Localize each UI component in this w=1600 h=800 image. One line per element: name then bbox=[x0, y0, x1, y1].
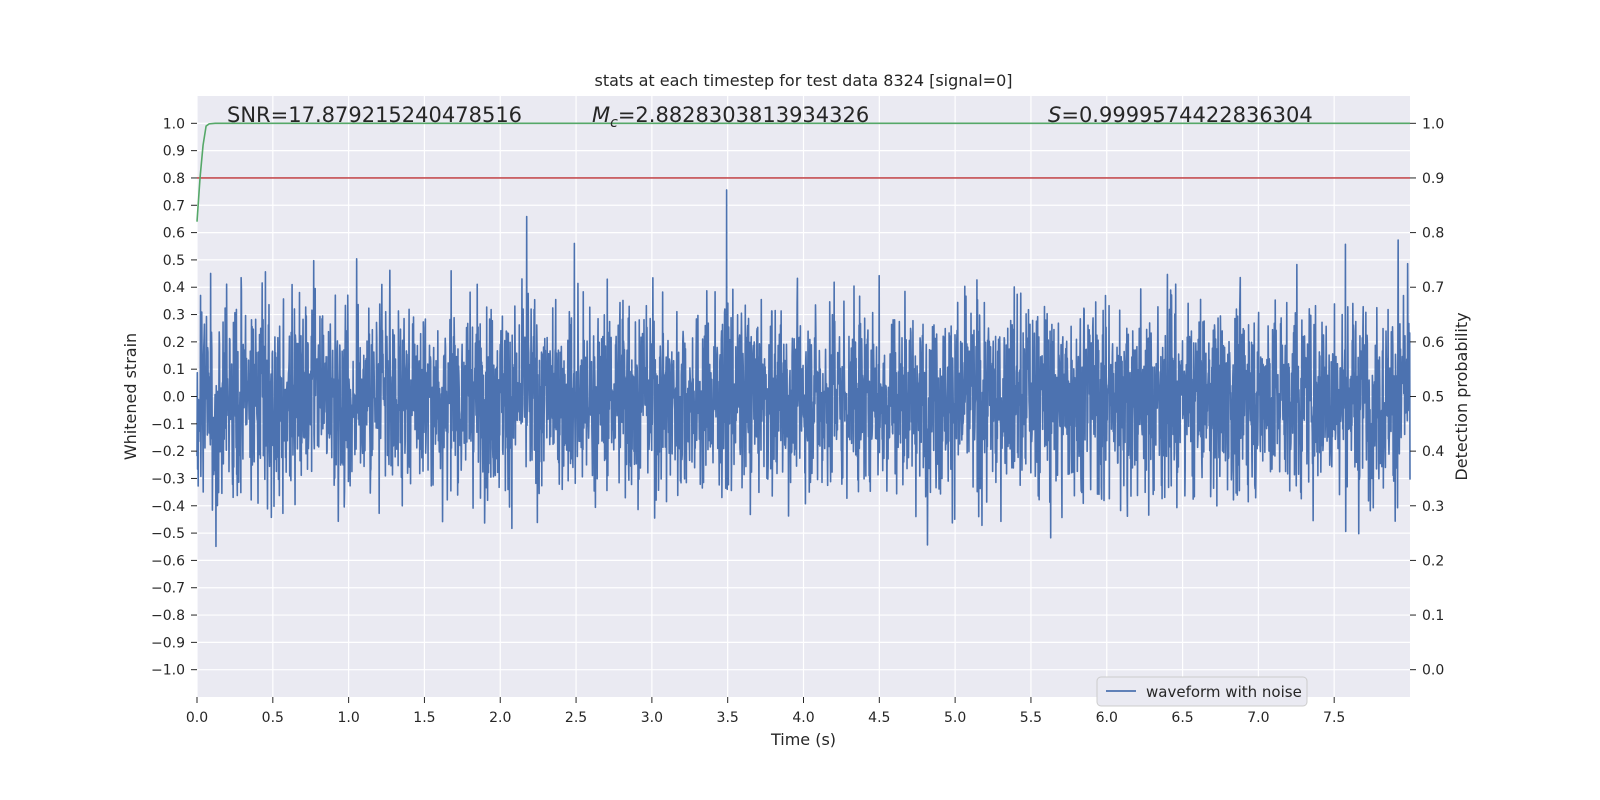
x-tick-label: 4.5 bbox=[868, 710, 890, 726]
x-tick-label: 2.5 bbox=[565, 710, 587, 726]
left-tick-label: 0.7 bbox=[163, 198, 185, 214]
right-tick-label: 1.0 bbox=[1422, 116, 1444, 132]
right-tick-label: 0.5 bbox=[1422, 390, 1444, 406]
legend-label-waveform: waveform with noise bbox=[1146, 683, 1302, 701]
x-tick-label: 1.5 bbox=[413, 710, 435, 726]
right-tick-label: 0.9 bbox=[1422, 171, 1444, 187]
left-tick-label: 1.0 bbox=[163, 116, 185, 132]
s-statistic-annotation: S=0.9999574422836304 bbox=[1048, 103, 1313, 127]
left-tick-label: 0.5 bbox=[163, 253, 185, 269]
left-tick-label: 0.8 bbox=[163, 171, 185, 187]
mc-value: =2.8828303813934326 bbox=[618, 103, 869, 127]
x-tick-label: 7.5 bbox=[1323, 710, 1345, 726]
left-tick-label: −0.5 bbox=[151, 526, 185, 542]
legend: waveform with noise bbox=[1096, 676, 1308, 707]
x-tick-label: 2.0 bbox=[489, 710, 511, 726]
snr-annotation: SNR=17.879215240478516 bbox=[227, 103, 522, 127]
left-tick-label: −0.1 bbox=[151, 417, 185, 433]
waveform-with-noise-line bbox=[196, 189, 1411, 548]
left-tick-label: −1.0 bbox=[151, 663, 185, 679]
series-detection-probability bbox=[196, 122, 1410, 222]
left-tick-label: 0.3 bbox=[163, 308, 185, 324]
left-tick-label: −0.6 bbox=[151, 553, 185, 569]
left-axis-ticks: 1.0 0.9 0.8 0.7 0.6 0.5 0.4 0.3 0.2 0.1 0.0 −0.1 −0.… bbox=[151, 116, 197, 679]
x-tick-label: 5.0 bbox=[944, 710, 966, 726]
right-tick-label: 0.1 bbox=[1422, 608, 1444, 624]
right-tick-label: 0.0 bbox=[1422, 663, 1444, 679]
y-axis-label: Whitened strain bbox=[121, 333, 140, 460]
left-tick-label: 0.2 bbox=[163, 335, 185, 351]
right-tick-label: 0.8 bbox=[1422, 226, 1444, 242]
x-tick-label: 7.0 bbox=[1247, 710, 1269, 726]
right-tick-label: 0.7 bbox=[1422, 280, 1444, 296]
right-tick-label: 0.3 bbox=[1422, 499, 1444, 515]
x-axis-ticks: 0.0 0.5 1.0 1.5 2.0 2.5 3.0 3.5 4.0 4.5 5.0 5.5 6.0 6… bbox=[186, 697, 1345, 726]
legend-box bbox=[1096, 676, 1308, 707]
left-tick-label: −0.4 bbox=[151, 499, 185, 515]
x-tick-label: 1.0 bbox=[337, 710, 359, 726]
left-tick-label: 0.0 bbox=[163, 390, 185, 406]
left-tick-label: 0.1 bbox=[163, 362, 185, 378]
x-tick-label: 6.5 bbox=[1171, 710, 1193, 726]
x-tick-label: 0.0 bbox=[186, 710, 208, 726]
left-tick-label: −0.9 bbox=[151, 635, 185, 651]
right-tick-label: 0.4 bbox=[1422, 444, 1444, 460]
left-tick-label: −0.7 bbox=[151, 581, 185, 597]
x-tick-label: 6.0 bbox=[1096, 710, 1118, 726]
x-axis-label: Time (s) bbox=[770, 730, 836, 749]
right-tick-label: 0.6 bbox=[1422, 335, 1444, 351]
mc-subscript: c bbox=[610, 115, 618, 131]
chart-title: stats at each timestep for test data 832… bbox=[594, 71, 1012, 90]
x-tick-label: 4.0 bbox=[792, 710, 814, 726]
mc-symbol: M bbox=[592, 103, 610, 127]
left-tick-label: 0.4 bbox=[163, 280, 185, 296]
right-tick-label: 0.2 bbox=[1422, 553, 1444, 569]
left-tick-label: −0.8 bbox=[151, 608, 185, 624]
left-tick-label: −0.2 bbox=[151, 444, 185, 460]
right-axis-ticks: 1.0 0.9 0.8 0.7 0.6 0.5 0.4 0.3 0.2 0.1 0.0 bbox=[1410, 116, 1444, 679]
left-tick-label: −0.3 bbox=[151, 471, 185, 487]
x-tick-label: 5.5 bbox=[1020, 710, 1042, 726]
left-tick-label: 0.6 bbox=[163, 226, 185, 242]
s-symbol: S bbox=[1048, 103, 1061, 127]
s-value: =0.9999574422836304 bbox=[1061, 103, 1312, 127]
x-tick-label: 0.5 bbox=[262, 710, 284, 726]
series-waveform-with-noise bbox=[196, 189, 1411, 548]
chirp-mass-annotation: Mc=2.8828303813934326 bbox=[592, 103, 869, 131]
x-tick-label: 3.5 bbox=[717, 710, 739, 726]
left-tick-label: 0.9 bbox=[163, 144, 185, 160]
detection-probability-line bbox=[196, 122, 1410, 222]
y2-axis-label: Detection probability bbox=[1452, 312, 1471, 480]
x-tick-label: 3.0 bbox=[641, 710, 663, 726]
